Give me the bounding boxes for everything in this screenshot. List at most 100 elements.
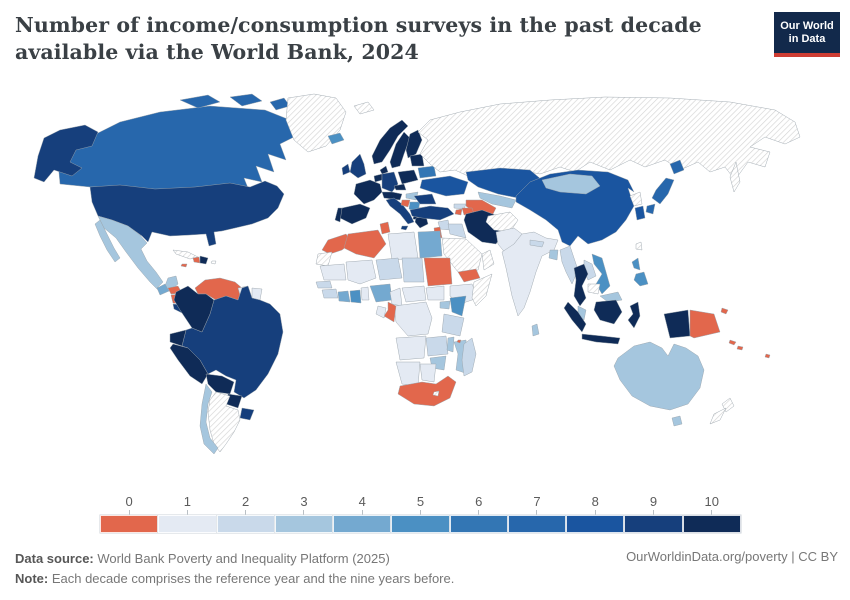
country-tanzania[interactable]	[441, 313, 465, 337]
country-ireland[interactable]	[341, 163, 351, 176]
country-fiji[interactable]	[764, 353, 771, 359]
country-indonesia-papua[interactable]	[663, 309, 691, 339]
country-sri-lanka[interactable]	[531, 323, 540, 337]
country-morocco[interactable]	[321, 233, 353, 255]
country-mongolia[interactable]	[541, 173, 601, 195]
country-ukraine[interactable]	[419, 175, 469, 197]
country-canada[interactable]	[229, 93, 263, 107]
country-bangladesh[interactable]	[548, 249, 559, 261]
country-japan-honshu[interactable]	[651, 177, 675, 205]
country-saudi-arabia[interactable]	[441, 237, 483, 273]
country-puerto-rico[interactable]	[210, 260, 217, 265]
country-czechia[interactable]	[393, 183, 407, 191]
country-mauritania[interactable]	[319, 263, 347, 281]
legend-segment-2[interactable]: 2	[216, 494, 275, 533]
country-tunisia[interactable]	[379, 221, 391, 235]
country-belgium-netherlands[interactable]	[373, 173, 383, 183]
legend-segment-0[interactable]: 0	[100, 494, 159, 533]
country-chad[interactable]	[401, 257, 425, 283]
country-alaska[interactable]	[33, 124, 99, 183]
country-uganda[interactable]	[439, 300, 451, 310]
country-chile[interactable]	[199, 383, 219, 455]
country-kenya[interactable]	[449, 295, 467, 317]
country-solomon-islands[interactable]	[736, 345, 744, 351]
country-uzbekistan[interactable]	[477, 191, 517, 209]
country-botswana[interactable]	[419, 363, 437, 383]
country-indonesia-borneo[interactable]	[593, 299, 623, 325]
country-south-korea[interactable]	[634, 205, 646, 221]
country-dominican-republic[interactable]	[199, 255, 209, 265]
legend-segment-5[interactable]: 5	[391, 494, 450, 533]
country-spain[interactable]	[339, 203, 371, 225]
country-finland[interactable]	[405, 129, 423, 159]
country-belarus[interactable]	[417, 165, 437, 179]
country-france[interactable]	[353, 179, 383, 205]
country-italy[interactable]	[385, 197, 415, 225]
country-canada[interactable]	[57, 105, 297, 191]
legend-segment-10[interactable]: 10	[682, 494, 741, 533]
country-angola[interactable]	[395, 335, 427, 361]
country-ecuador[interactable]	[169, 329, 187, 347]
country-mexico-baja[interactable]	[94, 219, 121, 263]
country-bolivia[interactable]	[205, 373, 235, 395]
country-switzerland-austria[interactable]	[381, 191, 403, 201]
country-north-korea[interactable]	[629, 191, 643, 207]
legend-segment-6[interactable]: 6	[449, 494, 508, 533]
world-map[interactable]	[30, 92, 820, 492]
country-philippines[interactable]	[631, 257, 641, 271]
country-myanmar[interactable]	[559, 245, 579, 285]
legend-segment-1[interactable]: 1	[158, 494, 217, 533]
country-solomon-islands[interactable]	[728, 339, 737, 346]
country-peru[interactable]	[169, 343, 209, 385]
country-central-african-republic[interactable]	[401, 285, 427, 303]
country-taiwan[interactable]	[635, 241, 643, 251]
credit-link[interactable]: OurWorldinData.org/poverty | CC BY	[626, 549, 838, 564]
country-canada[interactable]	[179, 94, 221, 109]
country-congo[interactable]	[383, 301, 397, 323]
country-argentina[interactable]	[207, 391, 241, 453]
country-greenland[interactable]	[285, 93, 347, 153]
country-iceland[interactable]	[327, 132, 345, 145]
country-indonesia-sumatra[interactable]	[563, 301, 587, 333]
country-guatemala[interactable]	[156, 283, 170, 296]
country-indonesia-sulawesi[interactable]	[627, 301, 641, 329]
country-poland[interactable]	[397, 169, 419, 185]
country-malaysia[interactable]	[577, 305, 587, 321]
country-yemen[interactable]	[457, 268, 481, 283]
legend-segment-7[interactable]: 7	[507, 494, 567, 533]
country-china[interactable]	[515, 169, 635, 247]
country-png-island[interactable]	[720, 307, 729, 315]
country-colombia[interactable]	[173, 285, 215, 333]
country-south-sudan[interactable]	[425, 285, 445, 301]
country-australia[interactable]	[613, 341, 705, 411]
country-indonesia-java[interactable]	[581, 333, 621, 345]
country-armenia[interactable]	[454, 208, 463, 216]
country-philippines[interactable]	[633, 271, 649, 287]
country-russia[interactable]	[417, 96, 801, 181]
country-egypt[interactable]	[417, 230, 443, 259]
country-romania[interactable]	[413, 193, 437, 205]
country-oman[interactable]	[481, 249, 495, 271]
country-south-africa[interactable]	[397, 375, 457, 407]
country-russia-sakhalin[interactable]	[729, 161, 741, 193]
country-algeria[interactable]	[343, 229, 387, 259]
country-namibia[interactable]	[395, 361, 421, 387]
country-benin-togo[interactable]	[360, 286, 370, 301]
country-denmark[interactable]	[379, 165, 389, 175]
country-ivory-coast[interactable]	[337, 290, 351, 303]
country-tasmania[interactable]	[671, 415, 683, 427]
country-croatia[interactable]	[400, 199, 411, 208]
country-senegal[interactable]	[315, 280, 333, 289]
country-lesotho[interactable]	[432, 390, 440, 397]
country-svalbard[interactable]	[353, 101, 375, 115]
country-papua-new-guinea[interactable]	[689, 309, 721, 339]
country-mali[interactable]	[345, 259, 377, 285]
owid-logo[interactable]: Our World in Data	[774, 12, 840, 57]
country-libya[interactable]	[387, 231, 419, 261]
country-jamaica[interactable]	[180, 263, 188, 268]
country-iraq[interactable]	[447, 223, 467, 239]
country-nepal[interactable]	[529, 239, 545, 248]
country-nigeria[interactable]	[369, 283, 393, 303]
country-ghana[interactable]	[349, 289, 362, 304]
country-somalia[interactable]	[471, 273, 493, 307]
